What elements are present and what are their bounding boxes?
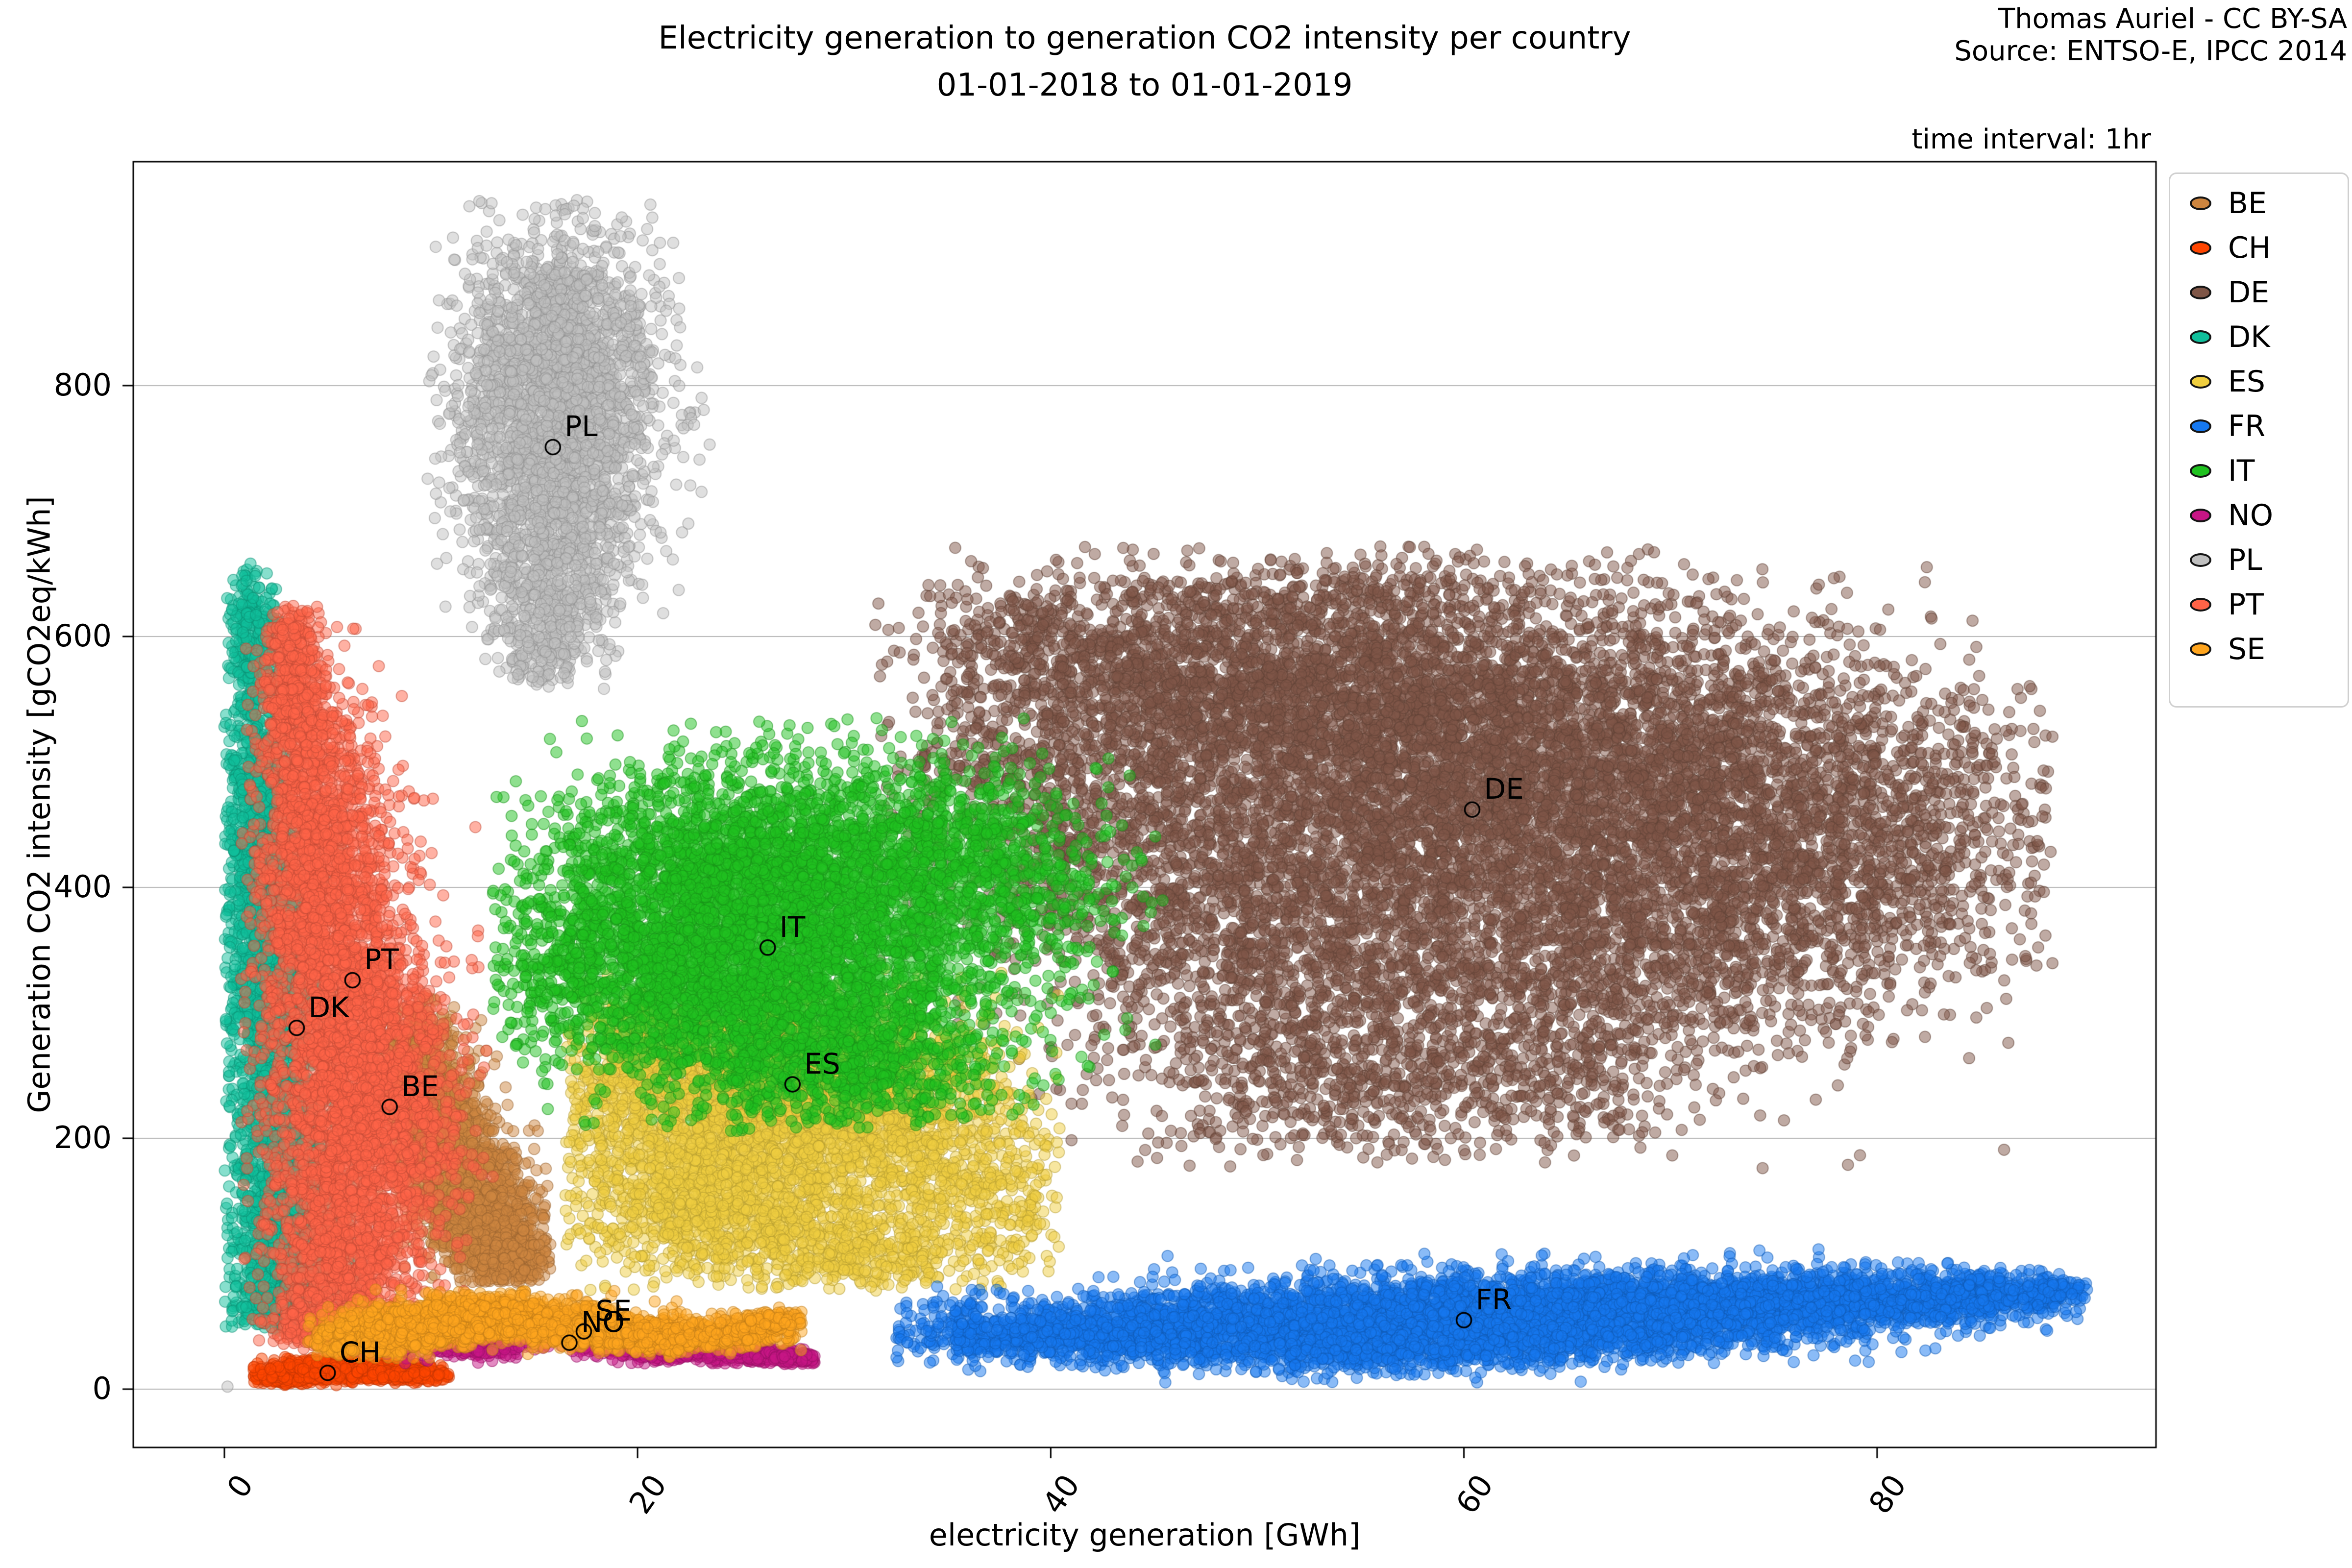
legend-item-FR: FR	[2170, 404, 2348, 448]
legend-item-DE: DE	[2170, 270, 2348, 315]
legend-label-DE: DE	[2228, 275, 2270, 310]
country-annotation-PL: PL	[564, 410, 598, 443]
legend-marker-BE	[2190, 196, 2211, 210]
legend-marker-DE	[2190, 285, 2211, 299]
legend-marker-PT	[2190, 597, 2211, 612]
y-tick-label-400: 400	[53, 868, 112, 905]
credit-source: Source: ENTSO-E, IPCC 2014	[1954, 35, 2347, 67]
y-tick-label-200: 200	[53, 1119, 112, 1155]
legend-marker-DK	[2190, 330, 2211, 344]
legend-marker-IT	[2190, 464, 2211, 478]
country-annotation-DK: DK	[308, 990, 349, 1024]
country-annotation-BE: BE	[401, 1069, 439, 1103]
y-tick-label-0: 0	[92, 1370, 112, 1406]
legend-item-IT: IT	[2170, 448, 2348, 493]
chart-subtitle: 01-01-2018 to 01-01-2019	[936, 67, 1353, 103]
legend-label-ES: ES	[2228, 364, 2265, 399]
country-annotation-NO: NO	[581, 1305, 625, 1339]
legend-label-BE: BE	[2228, 186, 2267, 220]
chart-title-block: Electricity generation to generation CO2…	[133, 15, 2156, 109]
legend-marker-FR	[2190, 419, 2211, 433]
legend-label-DK: DK	[2228, 319, 2270, 354]
legend-item-DK: DK	[2170, 315, 2348, 359]
legend-marker-CH	[2190, 241, 2211, 255]
country-annotation-SE: SE	[595, 1294, 632, 1328]
country-annotation-PT: PT	[364, 943, 399, 977]
y-tick-label-800: 800	[53, 367, 112, 403]
legend-marker-NO	[2190, 508, 2211, 522]
legend-item-ES: ES	[2170, 359, 2348, 404]
legend-marker-ES	[2190, 374, 2211, 389]
legend-label-PT: PT	[2228, 587, 2264, 622]
country-annotation-IT: IT	[779, 910, 806, 944]
credit-author: Thomas Auriel - CC BY-SA	[1998, 3, 2347, 35]
legend-label-FR: FR	[2228, 409, 2266, 443]
legend-label-CH: CH	[2228, 230, 2271, 265]
chart-title: Electricity generation to generation CO2…	[658, 20, 1631, 56]
legend-item-SE: SE	[2170, 627, 2348, 671]
x-axis-label: electricity generation [GWh]	[929, 1517, 1361, 1553]
legend-label-PL: PL	[2228, 542, 2262, 577]
y-axis-label: Generation CO2 intensity [gCO2eq/kWh]	[21, 496, 57, 1113]
time-interval-note: time interval: 1hr	[1911, 123, 2151, 155]
credit-block: Thomas Auriel - CC BY-SA Source: ENTSO-E…	[1954, 3, 2347, 68]
legend-marker-PL	[2190, 553, 2211, 567]
country-annotation-ES: ES	[804, 1047, 840, 1080]
y-tick-label-600: 600	[53, 617, 112, 654]
legend-label-NO: NO	[2228, 498, 2274, 533]
country-annotation-FR: FR	[1475, 1283, 1512, 1317]
legend-marker-SE	[2190, 642, 2211, 656]
country-annotation-CH: CH	[339, 1335, 381, 1369]
legend-item-PT: PT	[2170, 582, 2348, 627]
legend-item-NO: NO	[2170, 493, 2348, 538]
legend: BE CH DE DK ES FR IT NO PL PT SE	[2169, 172, 2349, 708]
legend-item-BE: BE	[2170, 181, 2348, 225]
legend-item-PL: PL	[2170, 538, 2348, 582]
legend-label-IT: IT	[2228, 453, 2255, 488]
legend-label-SE: SE	[2228, 632, 2265, 666]
country-annotation-DE: DE	[1484, 772, 1524, 806]
legend-item-CH: CH	[2170, 225, 2348, 270]
